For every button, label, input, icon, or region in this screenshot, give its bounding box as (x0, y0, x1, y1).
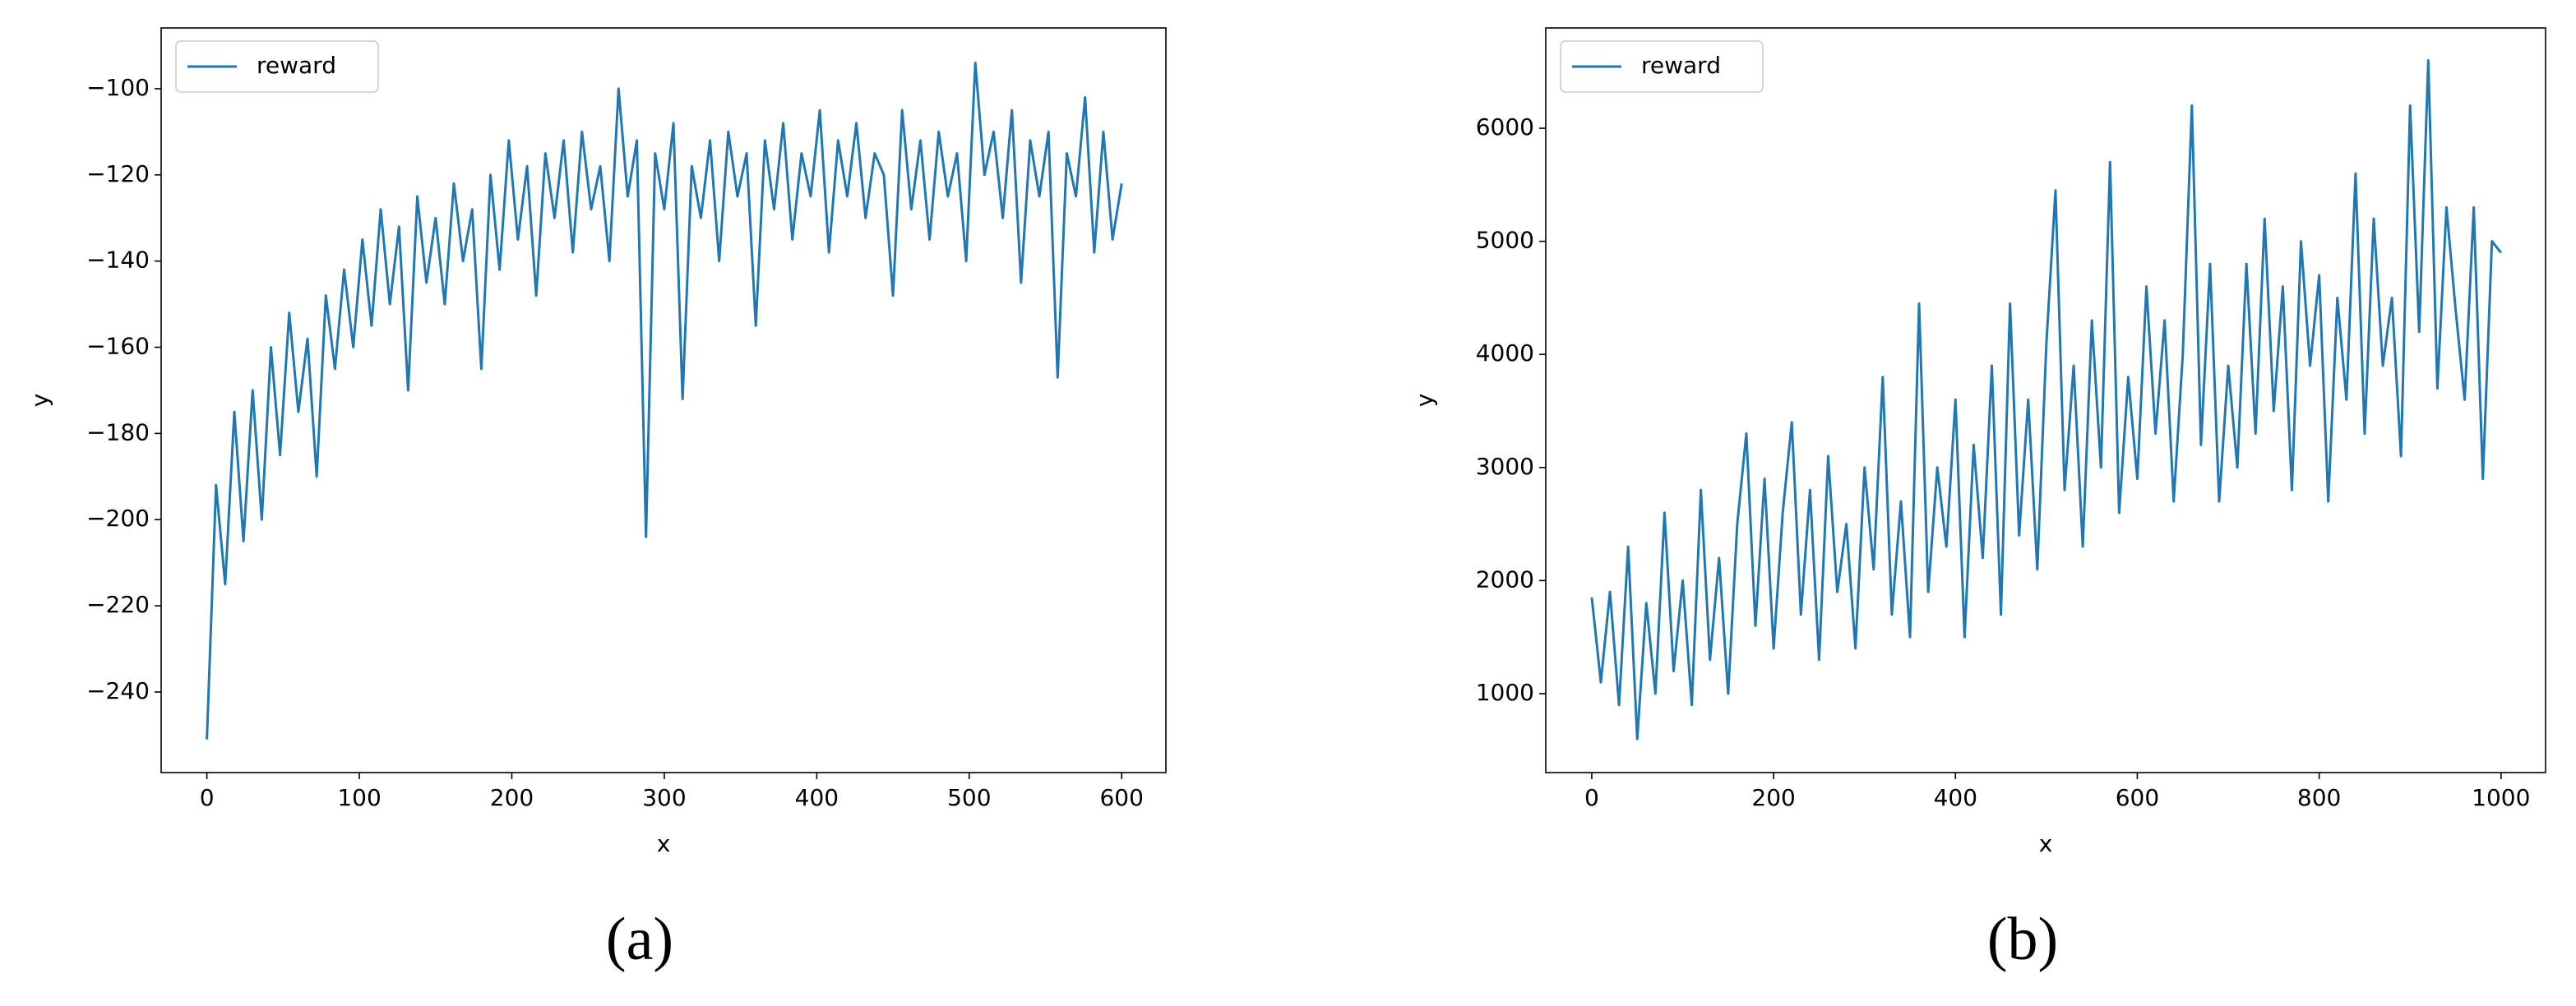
x-tick-label: 300 (642, 784, 686, 811)
x-tick-label: 600 (2116, 784, 2159, 811)
data-line (206, 61, 1123, 740)
legend-box (175, 40, 379, 93)
y-tick-label: −220 (86, 591, 150, 618)
x-tick-label: 0 (1584, 784, 1599, 811)
y-axis-label: y (26, 394, 53, 408)
y-tick-label: 6000 (1476, 113, 1534, 141)
data-line (1590, 58, 2502, 741)
panel-label: (b) (1987, 906, 2058, 973)
y-tick-label: 5000 (1476, 227, 1534, 254)
y-tick-label: −140 (86, 247, 150, 274)
x-tick-label: 400 (795, 784, 839, 811)
x-tick-label: 100 (337, 784, 381, 811)
x-tick-label: 400 (1934, 784, 1977, 811)
axes-frame (1545, 27, 2546, 773)
x-tick-label: 800 (2297, 784, 2341, 811)
legend-label: reward (257, 52, 336, 79)
x-tick-label: 200 (1751, 784, 1795, 811)
x-tick-label: 500 (947, 784, 991, 811)
y-tick-label: −120 (86, 160, 150, 187)
x-tick-label: 0 (200, 784, 215, 811)
y-tick-label: 4000 (1476, 339, 1534, 367)
x-tick-label: 200 (490, 784, 534, 811)
x-axis-label: x (657, 830, 671, 857)
y-axis-label: y (1411, 394, 1438, 408)
y-tick-label: −160 (86, 333, 150, 360)
panel-label: (a) (606, 906, 673, 973)
legend-label: reward (1641, 52, 1721, 79)
axes-frame (160, 27, 1167, 773)
x-axis-label: x (2039, 830, 2053, 857)
y-tick-label: −200 (86, 505, 150, 532)
x-tick-label: 600 (1099, 784, 1143, 811)
y-tick-label: 1000 (1476, 679, 1534, 706)
legend-box (1560, 40, 1764, 93)
y-tick-label: 2000 (1476, 565, 1534, 593)
y-tick-label: −180 (86, 418, 150, 445)
y-tick-label: −240 (86, 677, 150, 704)
y-tick-label: 3000 (1476, 453, 1534, 480)
y-tick-label: −100 (86, 74, 150, 101)
x-tick-label: 1000 (2472, 784, 2530, 811)
